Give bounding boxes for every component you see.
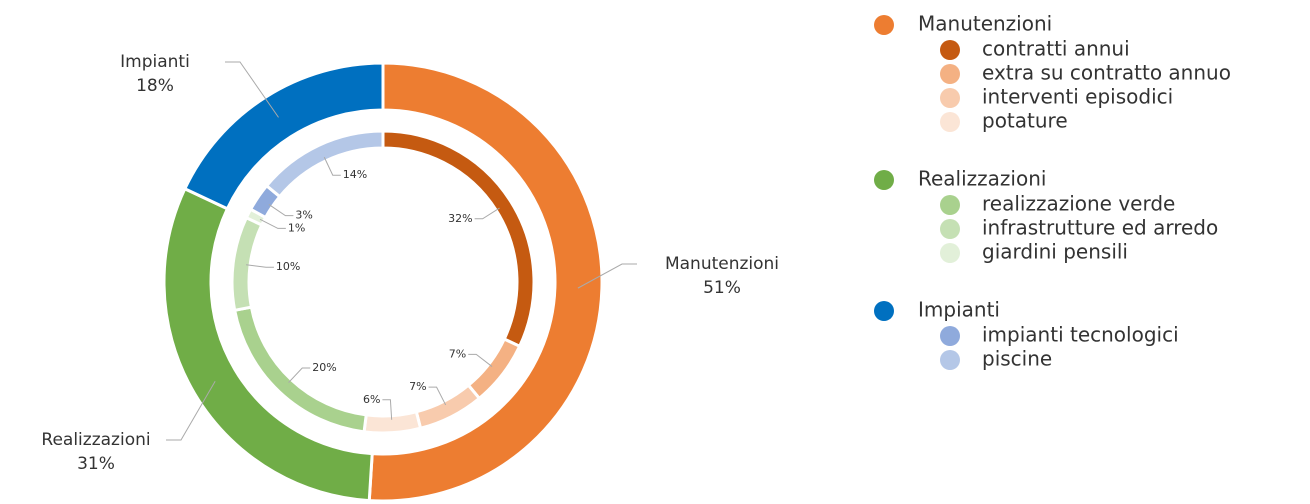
leader-line xyxy=(246,264,274,268)
leader-line xyxy=(382,399,393,420)
outer-value-label: 51% xyxy=(703,278,741,298)
legend-marker xyxy=(940,219,960,239)
legend-label: impianti tecnologici xyxy=(982,323,1179,347)
legend-marker xyxy=(940,195,960,215)
outer-label: Impianti xyxy=(120,52,190,72)
legend-marker xyxy=(940,112,960,132)
legend-marker xyxy=(940,326,960,346)
inner-value-label: 6% xyxy=(363,393,380,406)
inner-segment xyxy=(230,215,264,313)
leader-line xyxy=(268,204,294,217)
leader-line xyxy=(577,263,637,289)
inner-value-label: 14% xyxy=(343,168,367,181)
inner-value-label: 7% xyxy=(409,380,426,393)
legend-label: piscine xyxy=(982,347,1052,371)
legend-marker xyxy=(940,88,960,108)
leader-line xyxy=(468,353,493,367)
inner-value-label: 20% xyxy=(312,361,336,374)
legend-label: realizzazione verde xyxy=(982,192,1175,216)
outer-value-label: 18% xyxy=(136,76,174,96)
inner-value-label: 10% xyxy=(276,260,300,273)
legend-marker xyxy=(874,170,894,190)
legend-label: potature xyxy=(982,109,1068,133)
outer-segment xyxy=(162,186,374,503)
legend-label: Manutenzioni xyxy=(918,12,1052,36)
legend-label: Realizzazioni xyxy=(918,167,1046,191)
leader-line xyxy=(428,386,447,406)
legend-marker xyxy=(874,15,894,35)
inner-value-label: 1% xyxy=(288,221,305,234)
outer-value-label: 31% xyxy=(77,454,115,474)
inner-segment xyxy=(362,409,423,435)
legend-marker xyxy=(940,40,960,60)
outer-label: Manutenzioni xyxy=(665,254,779,274)
leader-line xyxy=(166,381,216,441)
inner-value-label: 3% xyxy=(295,209,312,222)
inner-value-label: 7% xyxy=(449,347,466,360)
legend-label: interventi episodici xyxy=(982,85,1173,109)
leader-line xyxy=(288,367,311,383)
legend-label: giardini pensili xyxy=(982,240,1128,264)
leader-line xyxy=(323,156,341,176)
outer-segment xyxy=(367,61,604,503)
outer-label: Realizzazioni xyxy=(41,430,150,450)
legend-label: contratti annui xyxy=(982,37,1130,61)
inner-segment xyxy=(466,337,522,401)
legend-label: extra su contratto annuo xyxy=(982,61,1231,85)
inner-segment xyxy=(264,129,385,199)
inner-value-label: 32% xyxy=(448,212,472,225)
outer-segment xyxy=(182,61,385,211)
legend-label: infrastrutture ed arredo xyxy=(982,216,1218,240)
leader-line xyxy=(474,207,500,220)
leader-line xyxy=(259,218,286,229)
legend-marker xyxy=(940,350,960,370)
legend-marker xyxy=(874,301,894,321)
leader-line xyxy=(225,61,279,118)
legend-marker xyxy=(940,64,960,84)
legend-label: Impianti xyxy=(918,298,1000,322)
legend-marker xyxy=(940,243,960,263)
